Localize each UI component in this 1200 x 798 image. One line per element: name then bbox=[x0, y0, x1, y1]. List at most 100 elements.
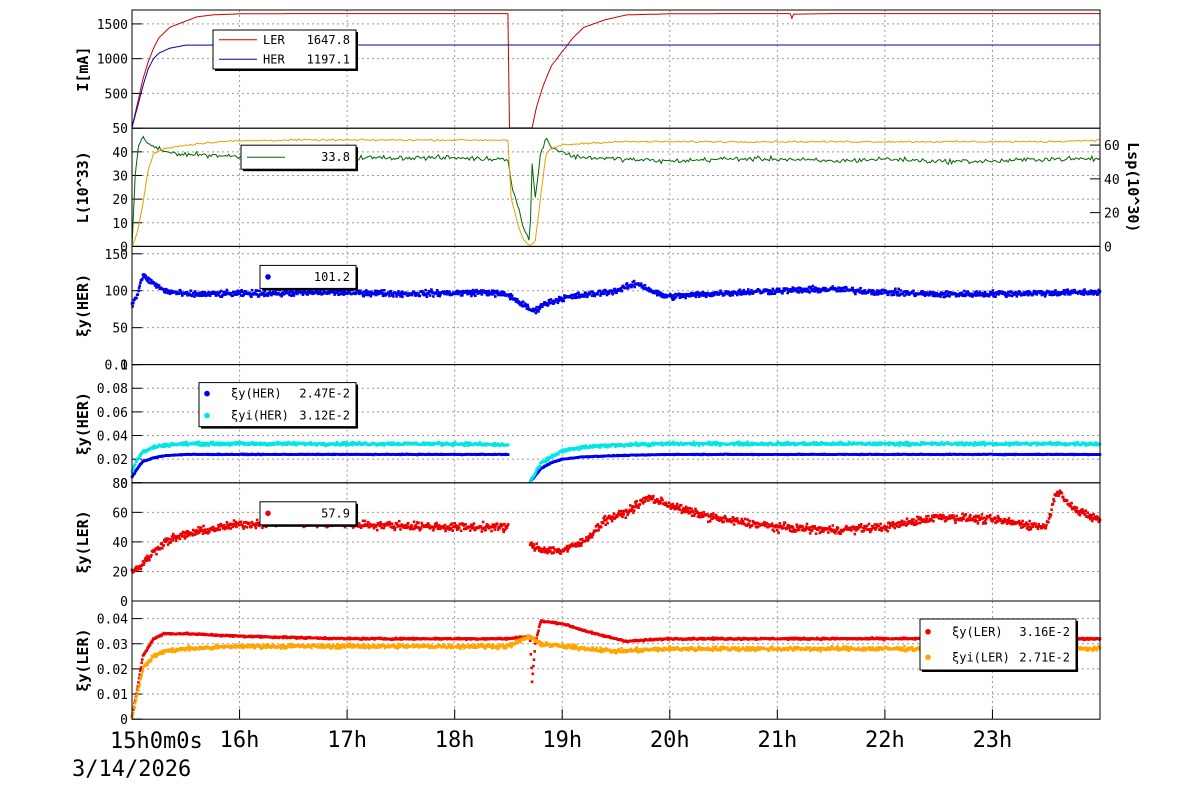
data-point bbox=[137, 567, 140, 570]
data-point bbox=[191, 294, 194, 297]
data-point bbox=[911, 290, 915, 294]
data-point bbox=[658, 291, 662, 294]
data-point bbox=[1083, 288, 1086, 291]
data-point bbox=[492, 444, 495, 447]
data-point bbox=[257, 294, 261, 298]
y-tick-label: 0.02 bbox=[97, 453, 128, 468]
data-point bbox=[544, 460, 547, 463]
data-point bbox=[767, 292, 770, 296]
data-point bbox=[736, 442, 740, 445]
data-point bbox=[225, 288, 229, 292]
data-point bbox=[831, 285, 835, 288]
data-point bbox=[280, 294, 283, 298]
data-point bbox=[537, 310, 540, 313]
data-point bbox=[392, 441, 395, 444]
data-point bbox=[161, 546, 164, 550]
data-point bbox=[798, 289, 802, 293]
data-point bbox=[167, 538, 171, 541]
data-point bbox=[858, 289, 861, 292]
data-point bbox=[1017, 293, 1020, 296]
data-point bbox=[677, 292, 681, 296]
data-point bbox=[897, 287, 900, 291]
data-point bbox=[742, 288, 746, 292]
data-point bbox=[288, 293, 291, 297]
data-point bbox=[632, 284, 635, 287]
data-point bbox=[201, 529, 204, 532]
data-point bbox=[896, 293, 899, 297]
data-point bbox=[770, 292, 774, 295]
data-point bbox=[495, 292, 498, 295]
data-point bbox=[461, 294, 464, 297]
y-tick-label: 100 bbox=[105, 285, 128, 300]
data-point bbox=[845, 286, 848, 289]
data-point bbox=[930, 292, 933, 296]
data-point bbox=[940, 440, 944, 444]
data-point bbox=[224, 290, 228, 294]
data-point bbox=[768, 292, 772, 296]
data-point bbox=[601, 290, 604, 294]
data-point bbox=[923, 291, 926, 294]
data-point bbox=[852, 289, 856, 292]
y-axis-label: ξy(HER) bbox=[74, 392, 92, 455]
data-point bbox=[1040, 290, 1043, 293]
data-point bbox=[153, 444, 156, 447]
data-point bbox=[1056, 441, 1059, 444]
data-point bbox=[933, 294, 937, 298]
data-point bbox=[139, 281, 142, 285]
data-point bbox=[389, 441, 393, 444]
data-point bbox=[185, 535, 189, 538]
data-point bbox=[132, 467, 135, 471]
data-point bbox=[847, 440, 851, 444]
data-point bbox=[541, 305, 544, 309]
data-point bbox=[836, 288, 839, 291]
data-point bbox=[143, 558, 147, 562]
data-point bbox=[287, 292, 291, 295]
data-point bbox=[643, 443, 646, 447]
data-point bbox=[343, 441, 347, 445]
data-point bbox=[605, 290, 608, 294]
data-point bbox=[413, 291, 416, 295]
data-point bbox=[426, 292, 430, 295]
data-point bbox=[417, 292, 420, 296]
data-point bbox=[892, 441, 895, 445]
data-point bbox=[783, 289, 786, 292]
data-point bbox=[590, 294, 594, 297]
data-point bbox=[741, 292, 745, 296]
data-point bbox=[878, 292, 881, 295]
data-point bbox=[1011, 441, 1015, 445]
data-point bbox=[142, 563, 145, 566]
data-point bbox=[400, 290, 403, 294]
legend-name: ξyi(HER) bbox=[231, 409, 289, 423]
data-point bbox=[439, 442, 443, 445]
data-point bbox=[796, 288, 799, 292]
y-tick-label: 50 bbox=[112, 322, 128, 337]
data-point bbox=[292, 294, 296, 297]
data-point bbox=[649, 444, 653, 448]
data-point bbox=[816, 287, 819, 290]
data-point bbox=[750, 288, 753, 292]
data-point bbox=[885, 290, 889, 294]
data-point bbox=[177, 292, 181, 295]
data-point bbox=[787, 288, 791, 291]
data-point bbox=[319, 289, 322, 292]
data-point bbox=[499, 443, 503, 447]
data-point bbox=[797, 291, 800, 294]
data-point bbox=[778, 287, 781, 291]
series-LER bbox=[131, 13, 1100, 129]
legend-name: ξy(HER) bbox=[231, 387, 282, 401]
data-point bbox=[972, 444, 975, 447]
data-point bbox=[613, 287, 616, 291]
data-point bbox=[592, 443, 595, 447]
data-point bbox=[228, 524, 231, 527]
data-point bbox=[303, 442, 306, 445]
data-point bbox=[1080, 292, 1084, 296]
data-point bbox=[203, 530, 206, 533]
data-point bbox=[859, 286, 862, 290]
data-point bbox=[237, 522, 240, 525]
data-point bbox=[931, 294, 935, 297]
data-point bbox=[616, 287, 620, 291]
data-point bbox=[874, 293, 878, 296]
data-point bbox=[359, 289, 362, 293]
data-point bbox=[162, 544, 165, 547]
